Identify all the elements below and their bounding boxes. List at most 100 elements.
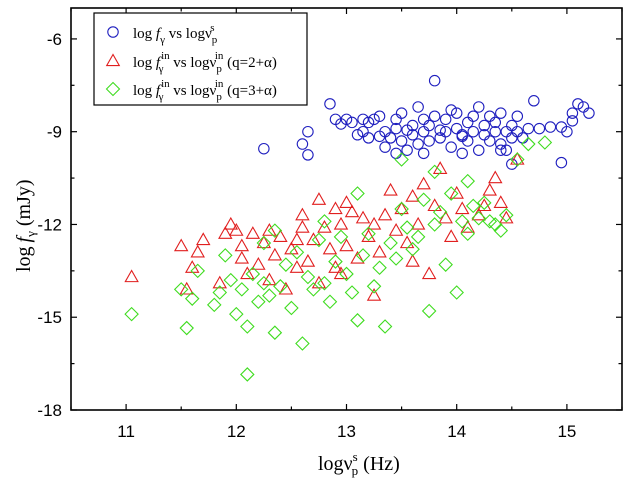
x-tick-label: 11 [117,422,135,441]
diamond-point [212,285,228,300]
y-tick-label: -6 [47,30,62,49]
triangle-point [460,219,475,233]
circle-point [528,95,540,107]
diamond-point [476,195,492,211]
triangle-point [427,198,442,212]
diamond-point [124,306,139,322]
diamond-point [284,300,299,316]
y-axis-title: logfγ (mJy) [13,179,38,272]
circle-point [434,132,446,144]
diamond-point [234,282,250,297]
circle-point [445,141,457,153]
triangle-point [317,219,332,233]
circle-point [412,138,424,150]
triangle-point [328,201,343,215]
diamond-point [344,285,360,300]
y-tick-label: -9 [47,123,62,142]
diamond-point [372,260,387,276]
circle-point [561,125,573,138]
circle-point [533,122,546,135]
triangle-point [289,260,305,273]
triangle-point [339,238,354,252]
triangle-point [124,269,139,283]
circle-point [390,122,402,135]
diamond-point [322,294,338,310]
circle-point [423,135,435,147]
diamond-point [295,336,310,351]
y-tick-label: -12 [37,215,62,234]
diamond-point [262,288,277,303]
circle-point [401,144,413,156]
diamond-point [438,257,453,272]
diamond-point [240,319,255,334]
triangle-point [388,223,404,236]
circle-point [373,110,386,122]
diamond-point [328,254,343,269]
circle-point [340,113,353,126]
triangle-point [350,250,365,264]
triangle-point [190,244,205,258]
diamond-point [223,272,239,288]
circle-point [395,107,408,119]
circle-point [445,104,457,116]
circle-point [522,122,535,135]
triangle-point [488,170,503,184]
triangle-point [306,232,321,246]
x-axis-title: logνs p (Hz) [318,449,400,478]
diamond-point [218,248,233,263]
circle-point [379,141,391,153]
diamond-point [460,173,475,189]
diamond-point [289,245,305,260]
circle-point [555,156,568,169]
triangle-point [416,176,431,190]
circle-point [450,107,463,119]
diamond-point [471,210,487,226]
triangle-point [223,216,239,230]
diamond-point [355,248,371,263]
triangle-point [218,226,233,239]
circle-point [368,113,380,126]
circle-point [362,132,375,144]
diamond-point [432,204,448,220]
triangle-point [212,275,228,289]
triangle-point [322,241,338,255]
diamond-point [190,263,206,279]
triangle-point [229,223,244,236]
triangle-point [295,219,310,233]
y-tick-label: -15 [37,308,62,327]
x-tick-label: 13 [337,422,356,441]
triangle-point [432,161,448,174]
diamond-point [317,275,332,291]
triangle-point [383,182,398,196]
circle-point [417,147,430,160]
triangle-point [438,210,453,224]
circle-point [428,74,441,87]
diamond-point [240,367,255,382]
triangle-point [295,207,310,221]
triangle-point [361,229,376,242]
diamond-point [499,207,514,223]
diamond-point [410,229,426,245]
diamond-point [317,214,332,229]
triangle-point [449,185,464,199]
circle-point [484,135,496,147]
circle-point [484,110,496,122]
circle-point [406,129,419,141]
circle-point [434,124,446,136]
diamond-point [256,235,272,251]
triangle-point [454,201,470,215]
triangle-point [377,207,393,221]
legend-box [93,12,308,106]
diamond-point [350,186,365,201]
triangle-point [273,229,288,242]
triangle-point [366,216,382,230]
diamond-point [350,313,365,328]
triangle-point [311,192,327,205]
circle-point [390,147,402,160]
x-tick-label: 15 [557,422,576,441]
diamond-point [173,282,189,297]
circle-point [439,125,452,138]
diamond-point [267,223,283,238]
triangle-point [372,244,387,258]
triangle-point [399,235,415,249]
